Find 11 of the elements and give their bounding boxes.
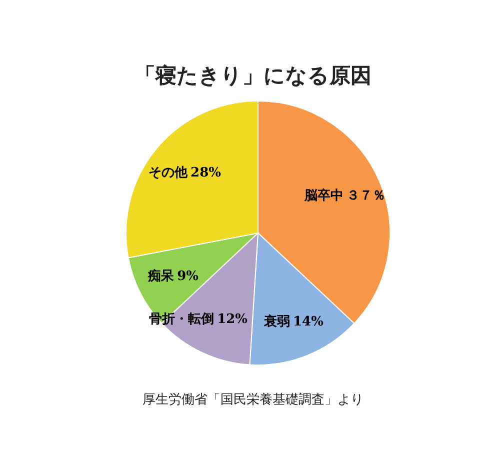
data-label: 28% xyxy=(190,164,222,180)
data-label: ３７％ xyxy=(346,188,386,203)
slice-label: その他 xyxy=(148,164,189,180)
text: 厚生労働省「国民栄養基礎調査」より xyxy=(142,392,364,408)
data-label: 12% xyxy=(217,311,248,326)
data-label: 14% xyxy=(293,314,324,329)
slice-label: 脳卒中 xyxy=(304,186,344,203)
slice-label: 衰弱 xyxy=(263,312,290,329)
slice-label: 痴呆 xyxy=(147,268,176,284)
data-label: 9% xyxy=(177,268,200,284)
chart-title: 「寝たきり」になる原因 xyxy=(134,62,372,88)
